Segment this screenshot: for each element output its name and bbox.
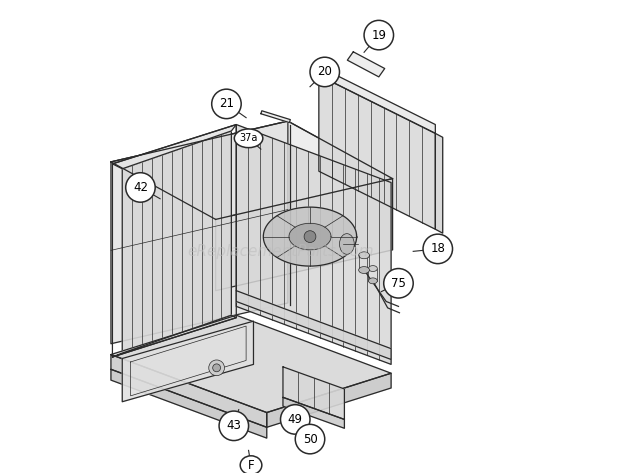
Ellipse shape	[358, 252, 370, 259]
Text: 42: 42	[133, 181, 148, 194]
Polygon shape	[236, 125, 391, 365]
Polygon shape	[261, 111, 290, 123]
Ellipse shape	[368, 278, 378, 284]
Ellipse shape	[340, 234, 354, 254]
Text: 75: 75	[391, 277, 406, 290]
Polygon shape	[111, 355, 267, 427]
Polygon shape	[122, 131, 231, 353]
Polygon shape	[216, 179, 392, 291]
Text: 49: 49	[288, 413, 303, 426]
Polygon shape	[122, 321, 254, 402]
Circle shape	[423, 234, 453, 264]
Polygon shape	[112, 125, 236, 169]
Text: 19: 19	[371, 28, 386, 42]
Ellipse shape	[240, 456, 262, 474]
Circle shape	[295, 424, 325, 454]
Polygon shape	[319, 75, 435, 229]
Circle shape	[364, 20, 394, 50]
Text: 43: 43	[226, 419, 241, 432]
Polygon shape	[319, 66, 435, 133]
Text: 37a: 37a	[239, 133, 258, 143]
Text: 18: 18	[430, 242, 445, 255]
Circle shape	[310, 57, 340, 87]
Text: 20: 20	[317, 65, 332, 79]
Ellipse shape	[234, 129, 263, 147]
Ellipse shape	[358, 266, 370, 273]
Circle shape	[219, 411, 249, 440]
Text: eReplacementParts.com: eReplacementParts.com	[187, 244, 374, 259]
Circle shape	[209, 360, 224, 376]
Polygon shape	[283, 397, 344, 428]
Circle shape	[384, 269, 413, 298]
Circle shape	[304, 231, 316, 243]
Polygon shape	[111, 121, 288, 344]
Circle shape	[211, 89, 241, 118]
Polygon shape	[111, 121, 392, 219]
Text: 50: 50	[303, 433, 317, 446]
Polygon shape	[435, 133, 443, 233]
Polygon shape	[267, 373, 391, 427]
Circle shape	[280, 405, 310, 434]
Text: 21: 21	[219, 97, 234, 110]
Polygon shape	[264, 207, 356, 266]
Polygon shape	[111, 369, 267, 438]
Polygon shape	[236, 291, 391, 359]
Circle shape	[126, 173, 155, 202]
Polygon shape	[347, 52, 384, 77]
Ellipse shape	[368, 265, 378, 272]
Polygon shape	[112, 315, 236, 357]
Circle shape	[213, 364, 221, 372]
Text: F: F	[248, 459, 254, 472]
Polygon shape	[283, 367, 344, 419]
Polygon shape	[111, 315, 391, 412]
Polygon shape	[289, 223, 331, 250]
